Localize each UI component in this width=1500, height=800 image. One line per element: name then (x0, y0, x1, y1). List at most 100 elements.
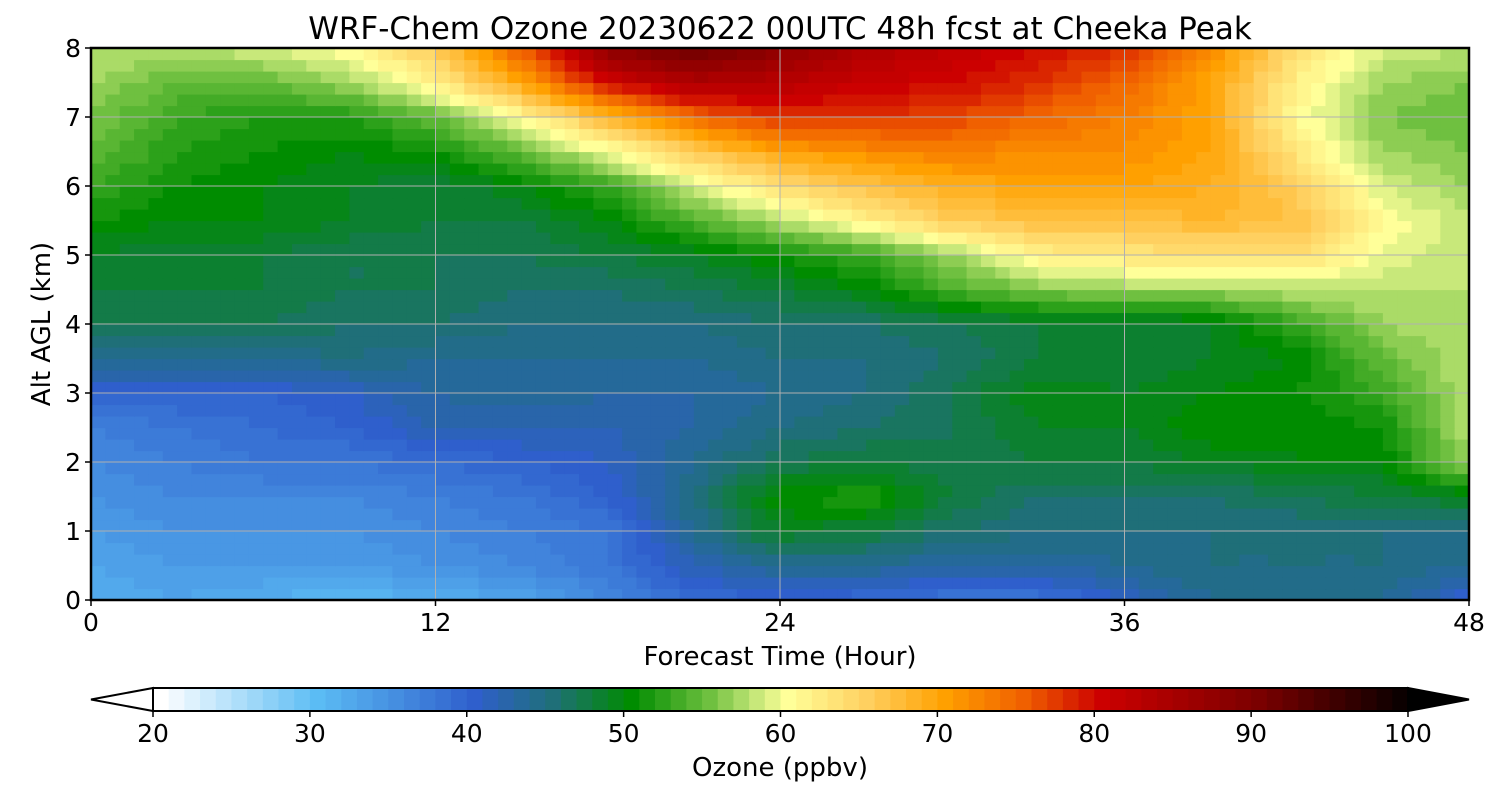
heatmap-cell (966, 243, 982, 256)
heatmap-cell (837, 519, 853, 532)
heatmap-cell (550, 128, 566, 141)
x-tick-label: 24 (764, 608, 796, 637)
heatmap-cell (1282, 393, 1298, 406)
heatmap-cell (708, 278, 724, 291)
heatmap-cell (679, 565, 695, 578)
heatmap-cell (708, 370, 724, 383)
heatmap-cell (521, 554, 537, 567)
heatmap-cell (708, 416, 724, 429)
heatmap-cell (119, 186, 135, 199)
heatmap-cell (205, 220, 221, 233)
heatmap-cell (1354, 59, 1370, 72)
y-tick-label: 2 (65, 448, 81, 477)
heatmap-cell (564, 289, 580, 302)
heatmap-cell (937, 151, 953, 164)
heatmap-cell (1196, 278, 1212, 291)
heatmap-cell (736, 554, 752, 567)
colorbar-bin (1188, 688, 1205, 711)
heatmap-cell (722, 588, 738, 600)
heatmap-cell (880, 174, 896, 187)
colorbar-bin (231, 688, 248, 711)
heatmap-cell (693, 427, 709, 440)
heatmap-cell (535, 565, 551, 578)
heatmap-cell (277, 255, 293, 268)
heatmap-cell (823, 381, 839, 394)
heatmap-cell (1411, 554, 1427, 567)
heatmap-cell (923, 370, 939, 383)
heatmap-cell (1224, 312, 1240, 325)
heatmap-cell (636, 588, 652, 600)
heatmap-cell (1224, 542, 1240, 555)
heatmap-cell (966, 278, 982, 291)
heatmap-cell (406, 128, 422, 141)
heatmap-cell (1253, 220, 1269, 233)
heatmap-cell (1009, 519, 1025, 532)
heatmap-cell (91, 565, 106, 578)
heatmap-cell (392, 473, 408, 486)
heatmap-cell (220, 151, 236, 164)
heatmap-cell (1339, 209, 1355, 222)
heatmap-cell (392, 186, 408, 199)
heatmap-cell (449, 508, 465, 521)
heatmap-cell (1138, 531, 1154, 544)
heatmap-cell (564, 404, 580, 417)
heatmap-cell (937, 266, 953, 279)
heatmap-cell (1067, 243, 1083, 256)
heatmap-cell (722, 163, 738, 176)
heatmap-cell (449, 82, 465, 95)
heatmap-cell (1138, 519, 1154, 532)
heatmap-cell (851, 128, 867, 141)
heatmap-cell (1181, 370, 1197, 383)
heatmap-cell (1425, 243, 1441, 256)
colorbar-bin (278, 688, 295, 711)
y-tick-label: 1 (65, 517, 81, 546)
colorbar-bin (184, 688, 201, 711)
heatmap-cell (1454, 209, 1469, 222)
colorbar-bin (858, 688, 876, 711)
heatmap-cell (91, 347, 106, 360)
heatmap-cell (1454, 381, 1469, 394)
heatmap-cell (1009, 266, 1025, 279)
heatmap-cell (220, 163, 236, 176)
heatmap-cell (1038, 94, 1054, 107)
heatmap-cell (464, 450, 480, 463)
heatmap-cell (607, 439, 623, 452)
heatmap-cell (1181, 439, 1197, 452)
heatmap-cell (320, 519, 336, 532)
heatmap-cell (220, 94, 236, 107)
heatmap-cell (1196, 347, 1212, 360)
heatmap-cell (1110, 554, 1126, 567)
heatmap-cell (665, 473, 681, 486)
heatmap-cell (622, 554, 638, 567)
heatmap-cell (995, 508, 1011, 521)
heatmap-cell (1138, 427, 1154, 440)
heatmap-cell (765, 335, 781, 348)
heatmap-cell (980, 255, 996, 268)
heatmap-cell (177, 358, 193, 371)
heatmap-cell (378, 197, 394, 210)
heatmap-cell (1411, 163, 1427, 176)
heatmap-cell (909, 473, 925, 486)
heatmap-cell (751, 232, 767, 245)
heatmap-cell (765, 48, 781, 61)
heatmap-cell (1354, 577, 1370, 590)
heatmap-cell (708, 174, 724, 187)
heatmap-cell (765, 404, 781, 417)
heatmap-cell (708, 186, 724, 199)
heatmap-cell (191, 266, 207, 279)
heatmap-cell (1440, 531, 1456, 544)
heatmap-cell (736, 358, 752, 371)
heatmap-cell (966, 462, 982, 475)
heatmap-cell (780, 554, 795, 567)
heatmap-cell (693, 565, 709, 578)
heatmap-cell (851, 243, 867, 256)
heatmap-cell (1339, 266, 1355, 279)
heatmap-cell (1167, 209, 1183, 222)
heatmap-cell (751, 186, 767, 199)
heatmap-cell (1138, 358, 1154, 371)
heatmap-cell (191, 450, 207, 463)
heatmap-cell (607, 209, 623, 222)
heatmap-cell (162, 105, 178, 118)
heatmap-cell (765, 393, 781, 406)
heatmap-cell (794, 416, 810, 429)
